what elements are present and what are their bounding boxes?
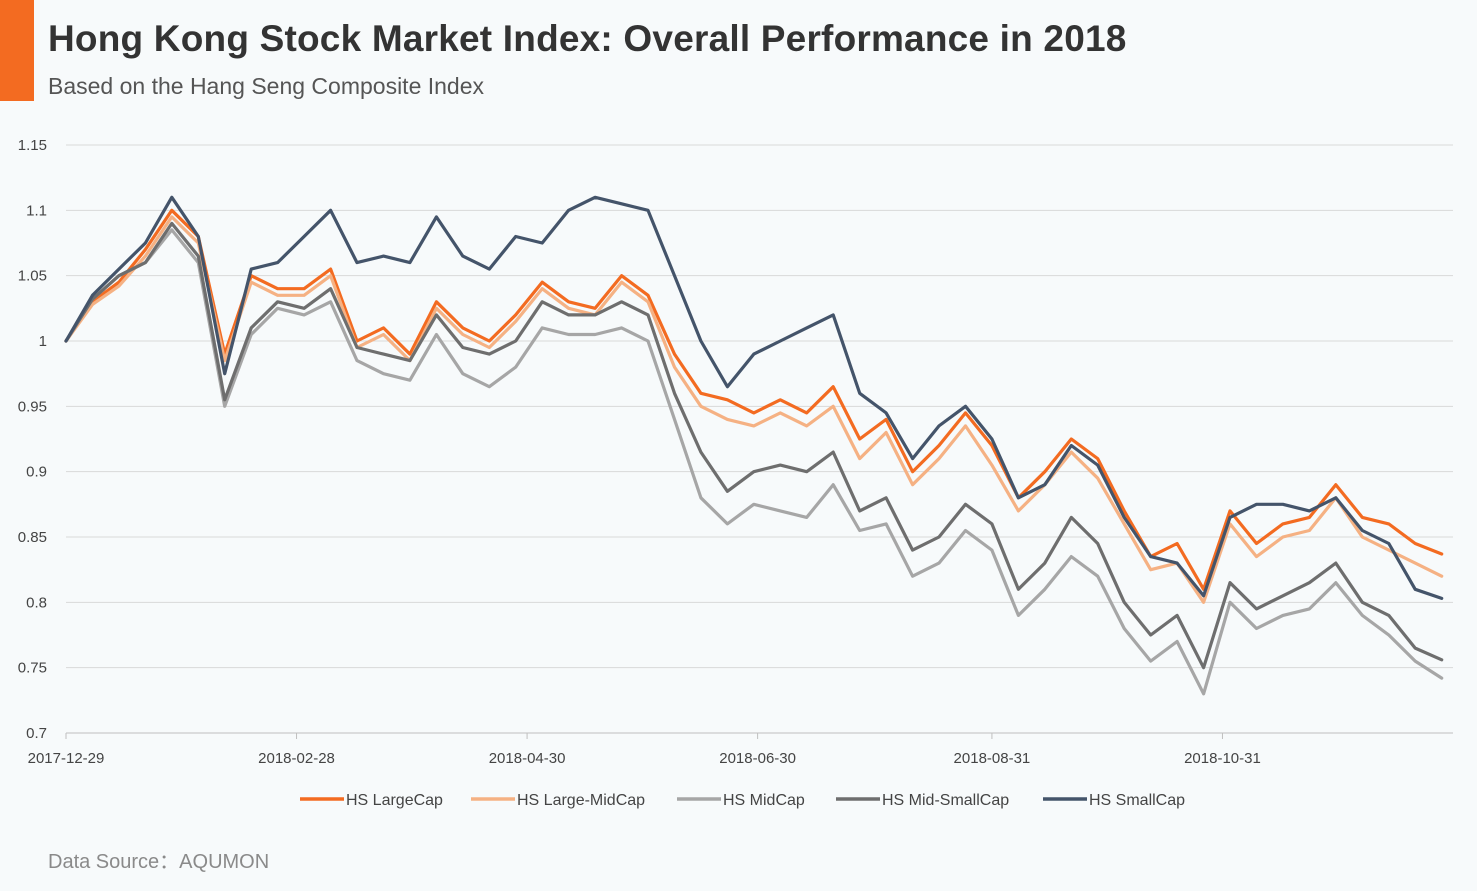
- series-line: [64, 228, 1444, 696]
- y-tick-label: 0.9: [26, 464, 47, 481]
- series-line: [64, 208, 1444, 591]
- y-tick-label: 1: [39, 333, 47, 350]
- legend-label: HS SmallCap: [1089, 792, 1185, 809]
- grid-lines: [66, 144, 1453, 734]
- x-tick-label: 2017-12-29: [28, 750, 105, 767]
- data-source: Data Source：AQUMON: [48, 851, 270, 873]
- chart-subtitle: Based on the Hang Seng Composite Index: [48, 73, 485, 99]
- series-line: [64, 195, 1444, 601]
- series-line: [64, 215, 1444, 604]
- x-tick-label: 2018-02-28: [258, 750, 335, 767]
- y-tick-label: 0.75: [18, 660, 47, 677]
- x-tick-label: 2018-04-30: [489, 750, 566, 767]
- accent-bar: [0, 0, 34, 101]
- x-tick-label: 2018-10-31: [1184, 750, 1261, 767]
- x-tick-label: 2018-06-30: [719, 750, 796, 767]
- y-tick-label: 1.15: [18, 137, 47, 154]
- x-tick-label: 2018-08-31: [954, 750, 1031, 767]
- y-tick-label: 0.95: [18, 398, 47, 415]
- chart-title: Hong Kong Stock Market Index: Overall Pe…: [48, 18, 1127, 59]
- y-axis-ticks: 0.7 0.75 0.8 0.85 0.9 0.95 1 1.05 1.1 1.15: [18, 137, 47, 742]
- legend-label: HS MidCap: [723, 792, 805, 809]
- legend-label: HS Large-MidCap: [517, 792, 645, 809]
- y-tick-label: 0.7: [26, 725, 47, 742]
- series-lines: [64, 195, 1444, 696]
- legend: HS LargeCap HS Large-MidCap HS MidCap HS Mi…: [300, 792, 1185, 809]
- y-tick-label: 0.85: [18, 529, 47, 546]
- y-tick-label: 0.8: [26, 594, 47, 611]
- y-tick-label: 1.1: [26, 202, 47, 219]
- legend-label: HS Mid-SmallCap: [882, 792, 1009, 809]
- series-line: [64, 221, 1444, 670]
- x-axis: 2017-12-29 2018-02-28 2018-04-30 2018-06-30…: [28, 733, 1261, 767]
- legend-label: HS LargeCap: [346, 792, 443, 809]
- y-tick-label: 1.05: [18, 268, 47, 285]
